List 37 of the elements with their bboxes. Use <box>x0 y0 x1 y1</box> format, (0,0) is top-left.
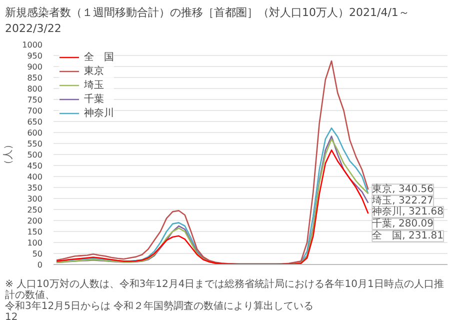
y-tick-label: 750 <box>27 96 43 104</box>
y-tick-label: 650 <box>27 118 43 126</box>
legend-label: 埼玉 <box>84 79 104 92</box>
y-tick-label: 400 <box>27 172 43 182</box>
y-tick-label: 600 <box>27 128 43 138</box>
y-tick-label: 150 <box>27 228 43 236</box>
y-tick-label: 950 <box>27 52 43 60</box>
y-tick-label: 350 <box>27 184 43 192</box>
data-label: 埼玉, 322.27 <box>371 194 434 207</box>
text: ※ 人口10万対の人数は、令和3年12月4日までは総務省統計局における各年10月1日時点の人口推計の数値、 <box>5 279 444 301</box>
y-tick-label: 50 <box>32 250 43 258</box>
legend-label: 千葉 <box>84 92 104 106</box>
data-label: 神奈川, 321.68 <box>372 206 444 218</box>
y-tick-label: 550 <box>27 140 43 148</box>
y-axis-title: （人） <box>3 140 14 170</box>
data-label: 全 国, 231.81 <box>372 230 444 242</box>
y-tick-label: 450 <box>27 162 43 170</box>
y-tick-label: 0 <box>37 260 43 270</box>
y-tick-label: 900 <box>27 62 43 72</box>
y-tick-label: 700 <box>27 106 43 116</box>
data-label: 東京, 340.56 <box>372 183 434 196</box>
y-tick-label: 200 <box>27 216 43 226</box>
legend-label: 神奈川 <box>84 106 114 120</box>
y-tick-label: 850 <box>27 74 43 82</box>
y-tick-label: 800 <box>27 84 43 94</box>
y-tick-label: 250 <box>27 206 43 214</box>
y-tick-label: 1000 <box>22 40 42 50</box>
y-tick-label: 100 <box>27 238 43 248</box>
y-tick-label: 500 <box>27 150 43 160</box>
line-series <box>56 60 369 264</box>
y-tick-label: 300 <box>27 194 43 204</box>
chart-title: 新規感染者数（１週間移動合計）の推移［首都圏］（対人口10万人）2021/4/1～ 2022/3/22 <box>5 5 410 36</box>
legend-label: 東京 <box>84 64 104 78</box>
text: 令和3年12月5日からは 令和２年国勢調査の数値により算出している <box>5 301 314 312</box>
text: 12 <box>5 312 18 320</box>
data-label: 千葉, 280.09 <box>372 218 434 230</box>
legend-label: 全 国 <box>84 51 114 64</box>
